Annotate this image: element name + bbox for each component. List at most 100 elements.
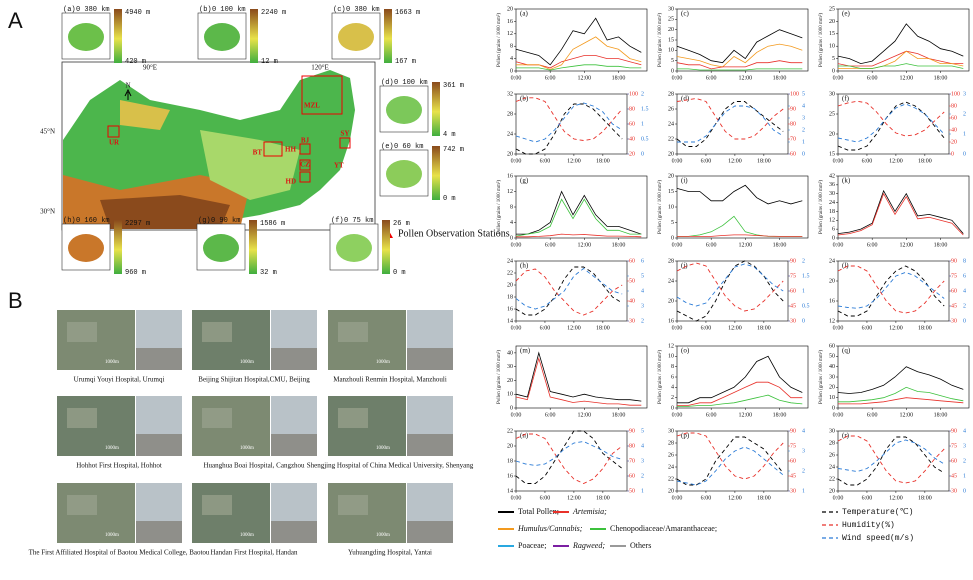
x-tick-label: 6:00 (867, 412, 878, 418)
plot-frame (837, 8, 970, 72)
panel-label: (o) (681, 347, 690, 355)
y-tick-label: 4 (671, 385, 674, 391)
y2-tick-label: 45 (790, 473, 796, 479)
chart-panel: 0 10 20 30 40 0:00 6:00 12:00 18:00 (m) Pollen (gr… (496, 345, 648, 418)
y3-tick-label: 0 (802, 318, 805, 324)
aerial-detail (67, 322, 97, 342)
elevation-min: 32 m (260, 269, 277, 277)
y-tick-label: 14 (507, 318, 513, 324)
y3-tick-label: 0.5 (641, 136, 649, 142)
legend-label: Humulus/Cannabis; (517, 524, 583, 533)
series-line (515, 430, 623, 484)
series-line (677, 215, 803, 237)
x-tick-label: 0:00 (511, 158, 522, 164)
y3-tick-label: 8 (963, 258, 966, 264)
y-tick-label: 6 (832, 227, 835, 233)
panel-label: (r) (842, 432, 850, 440)
elevation-min: 420 m (125, 58, 146, 66)
y-axis-title: Pollen (grains / 1000 mm²) (657, 13, 663, 67)
y2-tick-label: 80 (951, 103, 957, 109)
y2-tick-label: 60 (790, 458, 796, 464)
series-line (515, 268, 623, 316)
series-line (515, 433, 623, 484)
inset-scale: 0 100 km (394, 79, 428, 87)
north-arrow: N (125, 82, 130, 90)
station-label: HD (286, 178, 297, 186)
y2-tick-label: 90 (790, 428, 796, 434)
inset-label: (h) (63, 217, 76, 225)
x-tick-label: 6:00 (706, 75, 717, 81)
y-tick-label: 22 (668, 476, 674, 482)
panel-label: (n) (520, 432, 529, 440)
y2-tick-label: 100 (790, 91, 799, 97)
y-tick-label: 4 (510, 56, 513, 62)
aerial-detail (202, 495, 232, 515)
chart-panel: 20 24 28 32 20 40 60 80 100 0 0.5 1 1.5 2 0:00 6:00 12:0… (507, 91, 649, 164)
colorbar (249, 220, 257, 274)
y-tick-label: 20 (668, 173, 674, 179)
aerial-detail (202, 322, 232, 342)
y-tick-label: 15 (668, 189, 674, 195)
colorbar (114, 9, 122, 63)
inset-region (203, 234, 239, 262)
x-tick-label: 0:00 (672, 242, 683, 248)
legend-label: Chenopodiaceae/Amaranthaceae; (610, 524, 717, 533)
panel-label: (c) (681, 10, 689, 18)
y-tick-label: 24 (668, 121, 674, 127)
site-caption: Huanghua Boai Hospital, Cangzhou (203, 462, 305, 470)
series-line (677, 394, 803, 407)
y-axis-title: Pollen (grains / 1000 mm²) (818, 180, 824, 234)
x-tick-label: 18:00 (612, 75, 626, 81)
inset-region (338, 23, 374, 51)
y2-tick-label: 60 (629, 258, 635, 264)
rooftop-floor (271, 434, 317, 456)
legend-label: Others (630, 541, 651, 550)
y-tick-label: 24 (668, 464, 674, 470)
elevation-max: 1586 m (260, 220, 285, 228)
lat-label: 30°N (40, 208, 55, 216)
elevation-min: 12 m (261, 58, 278, 66)
y2-tick-label: 30 (951, 488, 957, 494)
x-tick-label: 12:00 (900, 242, 914, 248)
x-tick-label: 0:00 (833, 75, 844, 81)
x-tick-label: 6:00 (545, 412, 556, 418)
x-tick-label: 0:00 (672, 412, 683, 418)
x-tick-label: 12:00 (889, 325, 903, 331)
y2-tick-label: 30 (790, 318, 796, 324)
y2-tick-label: 0 (951, 151, 954, 157)
y-tick-label: 30 (829, 374, 835, 380)
y-tick-label: 40 (829, 364, 835, 370)
panel-label: (f) (842, 95, 850, 103)
photo-scale: 1000m (105, 533, 119, 538)
y-tick-label: 26 (668, 452, 674, 458)
elevation-max: 1663 m (395, 9, 420, 17)
series-line (838, 397, 964, 405)
chart-panel: 0 4 8 12 16 0:00 6:00 12:00 18:00 (g) Pollen (grai… (496, 173, 648, 248)
legend: Total Pollen; Artemisia; Humulus/Cannabis;… (498, 507, 914, 550)
y3-tick-label: 2 (802, 468, 805, 474)
x-tick-label: 0:00 (511, 242, 522, 248)
site-caption: Shengjing Hospital of China Medical Univ… (307, 462, 474, 470)
y-tick-label: 12 (829, 318, 835, 324)
site-caption: Urumqi Youyi Hospital, Urumqi (74, 376, 165, 384)
rooftop-floor (136, 521, 182, 543)
legend-label: Humidity(%) (842, 521, 895, 530)
y-tick-label: 20 (829, 278, 835, 284)
rooftop-floor (407, 434, 453, 456)
series-line (515, 103, 623, 155)
rooftop-floor (136, 434, 182, 456)
x-tick-label: 18:00 (596, 158, 610, 164)
x-tick-label: 12:00 (728, 325, 742, 331)
y-tick-label: 25 (829, 6, 835, 12)
y2-tick-label: 20 (951, 139, 957, 145)
x-tick-label: 0:00 (833, 158, 844, 164)
panel-label: (m) (520, 347, 531, 355)
y3-tick-label: 2 (963, 111, 966, 117)
station-label: SY (341, 130, 350, 138)
x-tick-label: 18:00 (918, 495, 932, 501)
station-label: MZL (304, 102, 320, 110)
station-legend: Pollen Observation Stations (398, 228, 510, 239)
y2-tick-label: 40 (629, 136, 635, 142)
x-tick-label: 6:00 (540, 158, 551, 164)
series-line (837, 265, 945, 314)
